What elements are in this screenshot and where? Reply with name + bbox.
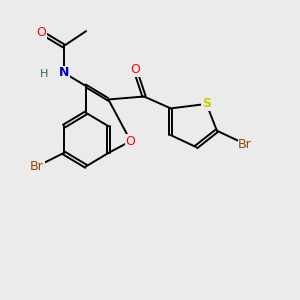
Text: N: N — [58, 66, 69, 79]
Text: Br: Br — [30, 160, 44, 173]
Text: O: O — [130, 63, 140, 76]
Text: O: O — [37, 26, 46, 39]
Text: S: S — [202, 98, 211, 110]
Text: H: H — [40, 69, 49, 79]
Text: Br: Br — [238, 138, 252, 151]
Text: O: O — [126, 135, 136, 148]
